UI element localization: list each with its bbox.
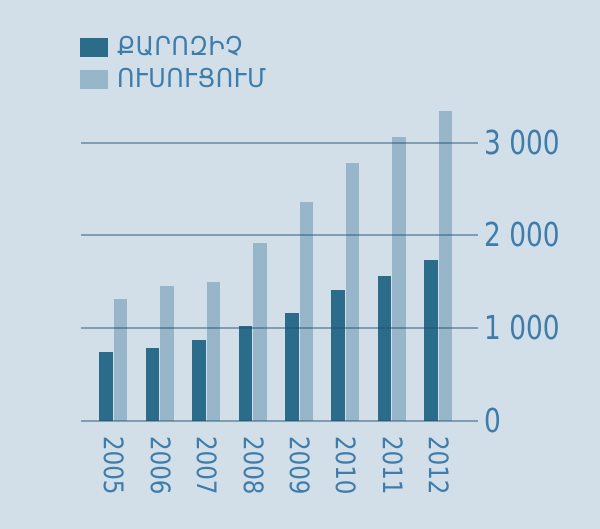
bar-karozich bbox=[145, 348, 160, 421]
x-axis-label: 2005 bbox=[97, 436, 129, 495]
y-axis-tick-label: 1 000 bbox=[484, 308, 560, 348]
bar-karozich bbox=[285, 312, 299, 421]
legend-item: ՈՒՍՈՒՑՈՒՄ bbox=[80, 64, 279, 94]
x-axis-label: 2011 bbox=[375, 436, 407, 495]
gridline bbox=[81, 327, 478, 330]
legend-label: ՔԱՐՈԶԻՉ bbox=[117, 32, 243, 62]
bar-karozich bbox=[424, 260, 438, 421]
y-axis-tick-label: 2 000 bbox=[484, 215, 560, 255]
bar-karozich bbox=[238, 326, 253, 421]
legend: ՔԱՐՈԶԻՉ ՈՒՍՈՒՑՈՒՄ bbox=[80, 32, 279, 102]
bar-group bbox=[145, 285, 174, 421]
bar-karozich bbox=[192, 339, 206, 421]
bar-karozich bbox=[99, 352, 113, 421]
legend-label: ՈՒՍՈՒՑՈՒՄ bbox=[117, 64, 267, 94]
x-axis-label: 2010 bbox=[329, 436, 361, 495]
x-axis-label: 2008 bbox=[236, 436, 268, 495]
bar-group bbox=[424, 110, 453, 421]
bar-usutsum bbox=[253, 243, 267, 421]
bar-usutsum bbox=[438, 110, 453, 421]
legend-color-swatch bbox=[80, 38, 108, 57]
plot-area bbox=[81, 91, 478, 422]
x-axis-label: 2012 bbox=[422, 436, 454, 495]
bar-usutsum bbox=[206, 281, 221, 421]
bar-usutsum bbox=[113, 298, 128, 421]
bar-usutsum bbox=[392, 136, 406, 421]
bar-group bbox=[99, 298, 128, 421]
gridline bbox=[81, 420, 478, 422]
x-axis-label: 2009 bbox=[283, 436, 315, 495]
legend-color-swatch bbox=[80, 70, 108, 89]
bar-usutsum bbox=[160, 285, 174, 421]
gridline bbox=[81, 141, 478, 144]
bar-usutsum bbox=[345, 163, 360, 421]
y-axis-tick-label: 0 bbox=[484, 401, 501, 440]
bar-group bbox=[238, 243, 267, 421]
x-axis-label: 2006 bbox=[143, 436, 175, 495]
bar-karozich bbox=[331, 289, 345, 421]
bar-group bbox=[377, 136, 406, 421]
legend-item: ՔԱՐՈԶԻՉ bbox=[80, 32, 279, 62]
bar-group bbox=[331, 163, 360, 421]
bar-usutsum bbox=[299, 202, 314, 421]
bar-group bbox=[192, 281, 221, 421]
y-axis-tick-label: 3 000 bbox=[484, 122, 560, 162]
gridline bbox=[81, 234, 478, 237]
bar-group bbox=[285, 202, 314, 421]
x-axis-label: 2007 bbox=[190, 436, 222, 495]
bar-karozich bbox=[377, 276, 392, 421]
